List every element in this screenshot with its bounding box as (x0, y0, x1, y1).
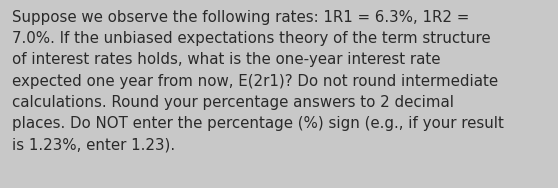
Text: Suppose we observe the following rates: 1R1 = 6.3%, 1R2 =
7.0%. If the unbiased : Suppose we observe the following rates: … (12, 10, 504, 152)
